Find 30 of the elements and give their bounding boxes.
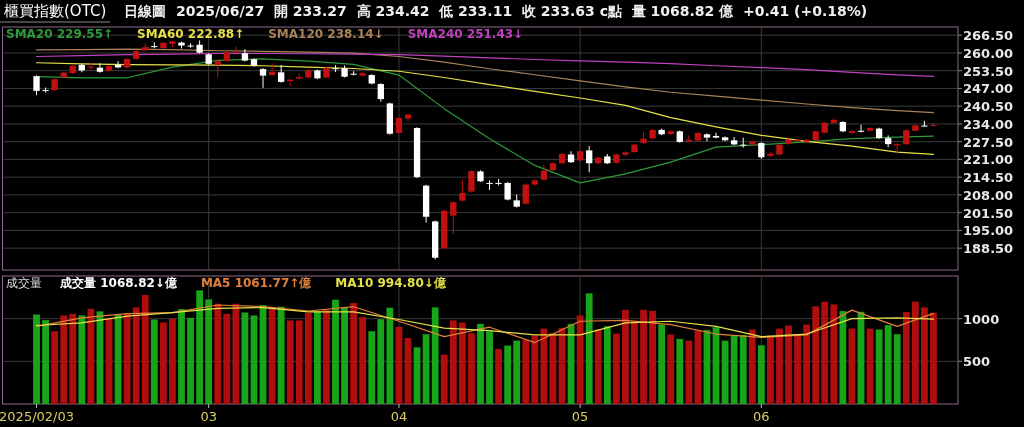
y-tick-label: 188.50 <box>963 241 1014 257</box>
y-tick-label: 260.00 <box>963 45 1014 61</box>
series-label: 成交量 1068.82↓億 <box>59 276 178 290</box>
chart-subtitle: 日線圖 2025/06/27 開 233.27 高 234.42 低 233.11 收 233.63 c點 量 1068.82 億 +0.41 (+0.18%) <box>124 3 868 19</box>
y-tick-label: 240.50 <box>963 99 1014 115</box>
y-tick-label: 195.00 <box>963 223 1014 239</box>
x-tick-label: 05 <box>571 409 589 424</box>
series-label: MA10 994.80↓億 <box>335 276 447 290</box>
y-tick-label: 234.00 <box>963 116 1014 132</box>
x-tick-label: 06 <box>753 409 770 424</box>
y-tick-label: 214.50 <box>963 170 1014 186</box>
y-tick-label: 500 <box>963 354 991 370</box>
y-tick-label: 201.50 <box>963 205 1014 221</box>
y-tick-label: 266.50 <box>963 28 1014 44</box>
y-tick-label: 208.00 <box>963 187 1014 203</box>
annotation: 成交量 <box>6 276 42 290</box>
y-tick-label: 221.00 <box>963 152 1014 168</box>
chart-title: 櫃買指數(OTC) <box>4 2 107 20</box>
y-tick-label: 227.50 <box>963 134 1014 150</box>
x-tick-label: 03 <box>200 409 217 424</box>
y-tick-label: 247.00 <box>963 81 1014 97</box>
x-tick-label: 04 <box>390 409 408 424</box>
series-label: SMA240 251.43↓ <box>407 27 524 41</box>
y-tick-label: 1000 <box>963 311 1000 327</box>
series-label: SMA60 222.88↑ <box>137 27 245 41</box>
text: SMA20 229.55↑ <box>6 27 114 41</box>
y-tick-label: 253.50 <box>963 63 1014 79</box>
series-label: SMA120 238.14↓ <box>268 27 384 41</box>
series-label: MA5 1061.77↑億 <box>200 276 313 290</box>
x-tick-label: 2025/02/03 <box>0 409 74 424</box>
